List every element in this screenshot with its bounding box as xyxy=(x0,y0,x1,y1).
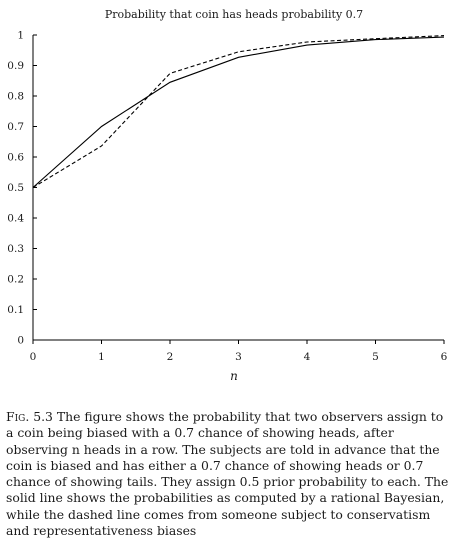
y-tick-label: 0.2 xyxy=(7,274,24,286)
y-tick-label: 1 xyxy=(17,30,24,42)
x-tick-label: 3 xyxy=(235,351,242,363)
line-chart: Probability that coin has heads probabil… xyxy=(7,8,447,383)
caption-text: The figure shows the probability that tw… xyxy=(6,409,449,539)
figure-label: Fig. 5.3 xyxy=(6,409,53,424)
x-tick-label: 0 xyxy=(30,351,37,363)
series-group xyxy=(32,35,445,188)
y-tick-label: 0.9 xyxy=(7,60,24,72)
y-tick-label: 0.6 xyxy=(7,152,24,164)
chart-title: Probability that coin has heads probabil… xyxy=(105,8,363,21)
x-tick-label: 2 xyxy=(167,351,174,363)
x-tick-label: 6 xyxy=(441,351,448,363)
y-tick-label: 0.4 xyxy=(7,213,24,225)
x-axis-label: n xyxy=(230,369,238,383)
x-tick-label: 1 xyxy=(98,351,105,363)
y-tick-label: 0.8 xyxy=(7,91,24,103)
x-tick-label: 4 xyxy=(304,351,311,363)
figure-caption: Fig. 5.3 The figure shows the probabilit… xyxy=(6,409,454,539)
y-tick-label: 0.5 xyxy=(7,182,24,194)
series-line-solid xyxy=(32,36,445,188)
x-tick-label: 5 xyxy=(372,351,379,363)
axes: 0 0.1 0.2 0.3 0.4 0.5 0.6 0.7 0.8 0.9 1 0 1 2 3 4 5 6 xyxy=(7,30,447,364)
y-tick-label: 0.1 xyxy=(7,304,24,316)
y-tick-label: 0 xyxy=(17,335,24,347)
y-tick-label: 0.3 xyxy=(7,243,24,255)
series-line-dashed xyxy=(32,35,445,188)
y-tick-label: 0.7 xyxy=(7,121,24,133)
